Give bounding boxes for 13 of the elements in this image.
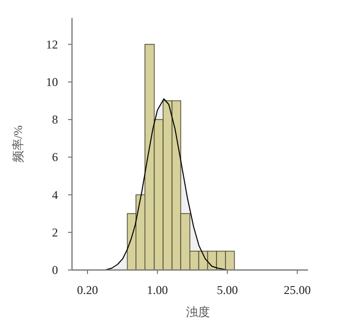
x-tick-label: 25.00 [284, 283, 311, 297]
y-axis-title: 频率/% [11, 125, 25, 163]
y-tick-label: 0 [52, 263, 58, 277]
x-axis-title: 浊度 [186, 305, 210, 319]
y-tick-label: 4 [52, 188, 58, 202]
x-tick-label: 0.20 [76, 283, 98, 297]
x-tick-label: 5.00 [216, 283, 238, 297]
y-tick-label: 6 [52, 150, 58, 164]
x-tick-label: 1.00 [146, 283, 168, 297]
y-tick-label: 2 [52, 225, 58, 240]
y-tick-label: 12 [46, 37, 58, 52]
y-tick-label: 10 [46, 74, 58, 89]
y-tick-label: 8 [52, 112, 58, 127]
